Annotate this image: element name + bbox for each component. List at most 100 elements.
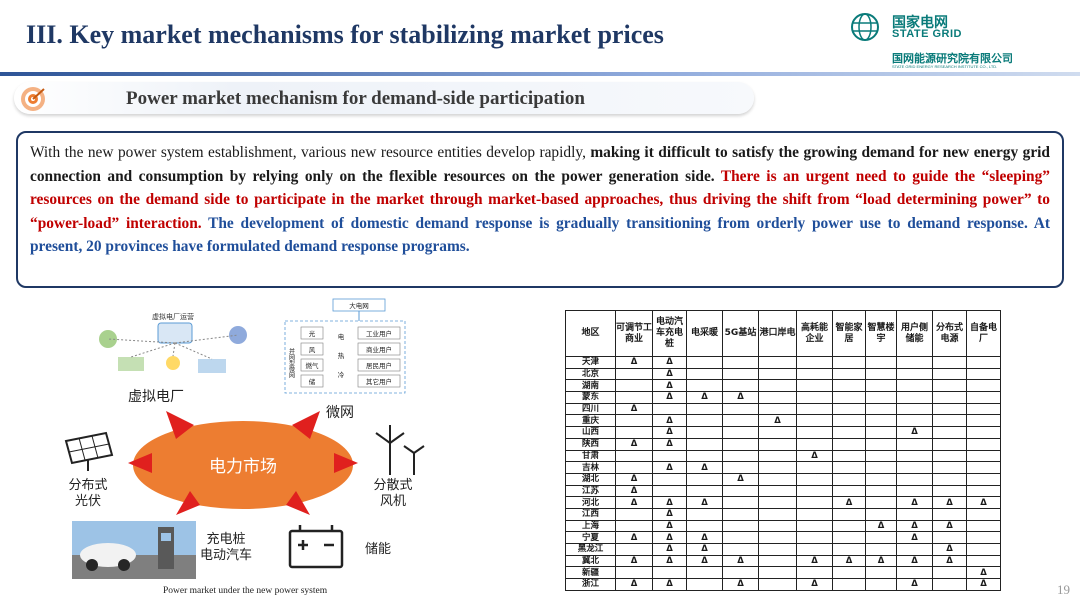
table-mark-cell [832,367,866,381]
table-mark-cell [615,367,653,381]
table-mark-cell [932,472,967,486]
table-mark-cell [758,519,797,533]
power-market-label: 电力市场 [209,457,277,477]
table-mark-cell [896,379,933,393]
table-mark-cell: Δ [966,566,1001,580]
table-mark-cell [865,461,897,474]
table-mark-cell [722,484,759,498]
table-mark-cell [932,566,967,580]
table-mark-cell [686,472,723,486]
table-mark-cell [758,472,797,486]
table-row: 宁夏 Δ Δ Δ Δ [565,531,1001,544]
mg-user-resident: 居民用户 [366,361,392,370]
table-mark-cell [796,543,833,556]
table-mark-cell [966,461,1001,474]
table-mark-cell [615,507,653,521]
table-mark-cell [796,356,833,369]
table-mark-cell [758,543,797,556]
table-header-cell: 用户侧储能 [896,310,933,357]
table-mark-cell [652,484,687,498]
table-mark-cell [758,554,797,568]
table-mark-cell [966,391,1001,404]
table-mark-cell [796,531,833,544]
table-region-cell: 重庆 [565,414,616,428]
table-mark-cell [896,461,933,474]
mg-source-pv: 光 [309,329,316,338]
table-row: 冀北 Δ Δ Δ Δ Δ Δ Δ Δ Δ [565,554,1001,568]
table-mark-cell [832,356,866,369]
table-mark-cell [966,543,1001,556]
table-mark-cell [865,379,897,393]
table-mark-cell [966,379,1001,393]
table-mark-cell [686,379,723,393]
table-region-cell: 蒙东 [565,391,616,404]
table-mark-cell: Δ [615,554,653,568]
table-mark-cell [796,437,833,451]
table-mark-cell [758,484,797,498]
table-mark-cell [722,519,759,533]
table-mark-cell: Δ [652,578,687,591]
table-mark-cell [832,484,866,498]
table-mark-cell [865,437,897,451]
table-mark-cell: Δ [896,554,933,568]
table-mark-cell [832,402,866,416]
table-mark-cell [686,356,723,369]
microgrid-schematic: 大电网 并网型微网 光 风 燃气 储 电 热 冷 工业用户 商业用户 居民用户 … [284,298,406,394]
table-mark-cell [796,391,833,404]
table-mark-cell: Δ [652,426,687,439]
table-mark-cell [865,484,897,498]
table-mark-cell [758,437,797,451]
table-mark-cell [686,426,723,439]
institute-cn: 国网能源研究院有限公司 [892,52,1013,65]
table-mark-cell: Δ [686,554,723,568]
table-mark-cell: Δ [758,414,797,428]
table-mark-cell [832,507,866,521]
table-mark-cell: Δ [722,554,759,568]
table-mark-cell [832,531,866,544]
mg-energy-heat: 热 [338,351,345,360]
table-mark-cell: Δ [722,391,759,404]
vpp-label: 虚拟电厂 [128,389,184,405]
table-mark-cell [722,379,759,393]
mg-user-other: 其它用户 [366,377,392,386]
table-mark-cell: Δ [896,496,933,509]
table-row: 湖北 Δ Δ [565,472,1001,486]
table-row: 陕西 Δ Δ [565,437,1001,451]
table-mark-cell [722,531,759,544]
pv-label-2: 光伏 [75,494,101,509]
table-row: 江西 Δ [565,507,1001,521]
table-mark-cell: Δ [652,356,687,369]
table-mark-cell [832,391,866,404]
table-header-cell: 智慧楼宇 [865,310,897,357]
table-mark-cell [966,426,1001,439]
table-mark-cell [832,379,866,393]
table-mark-cell: Δ [686,531,723,544]
table-region-cell: 上海 [565,519,616,533]
table-mark-cell [896,414,933,428]
table-region-cell: 黑龙江 [565,543,616,556]
table-mark-cell [686,449,723,463]
table-mark-cell: Δ [652,437,687,451]
table-mark-cell [966,449,1001,463]
solar-panel-icon [64,431,114,471]
table-mark-cell: Δ [796,554,833,568]
title-divider [0,72,1080,76]
table-mark-cell [932,437,967,451]
table-mark-cell [615,426,653,439]
table-region-cell: 天津 [565,356,616,369]
microgrid-side-label: 并网型微网 [288,347,295,379]
demand-response-table: 地区 可调节工商业 电动汽车充电桩 电采暖 5G基站 港口岸电 高耗能企业 智能家居 智慧楼宇用… [565,310,1001,591]
table-mark-cell [796,472,833,486]
table-row: 河北 Δ Δ Δ Δ Δ Δ Δ [565,496,1001,509]
table-mark-cell [722,426,759,439]
table-mark-cell [796,507,833,521]
table-mark-cell [896,437,933,451]
figure-caption: Power market under the new power system [163,586,328,596]
paragraph-normal: With the new power system establishment,… [30,144,591,161]
table-mark-cell [832,543,866,556]
arrows [128,411,358,515]
table-mark-cell [652,449,687,463]
table-mark-cell: Δ [652,391,687,404]
globe-icon [851,13,879,41]
table-mark-cell [796,484,833,498]
